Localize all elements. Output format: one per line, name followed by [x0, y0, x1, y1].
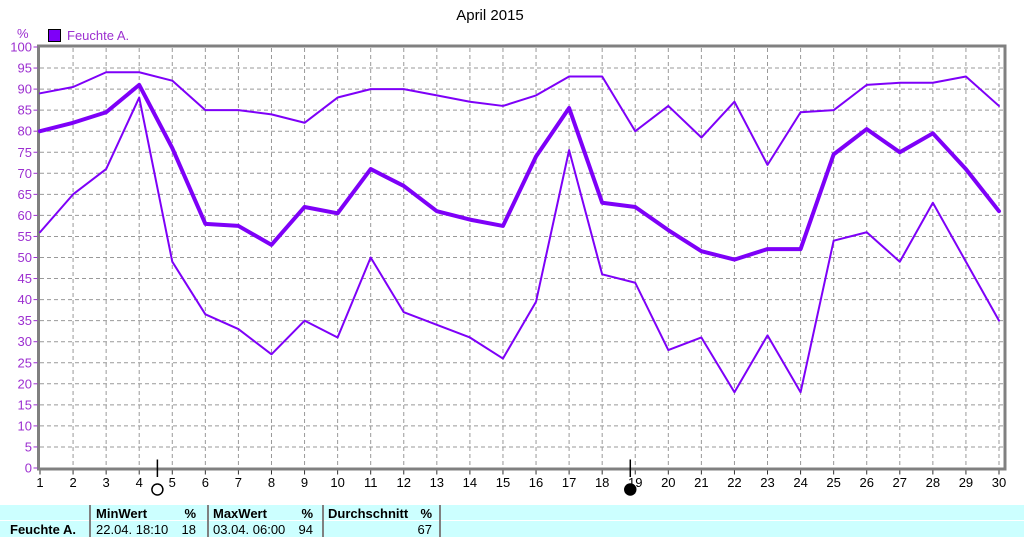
x-tick-label: 28 — [926, 475, 940, 490]
min-value: 18 — [181, 522, 196, 537]
x-tick-label: 20 — [661, 475, 675, 490]
x-tick-label: 23 — [760, 475, 774, 490]
legend-color-swatch — [48, 29, 61, 42]
table-divider — [439, 505, 441, 537]
x-tick-label: 8 — [268, 475, 275, 490]
x-tick-label: 26 — [859, 475, 873, 490]
y-tick-label: 40 — [18, 292, 32, 307]
y-tick-label: 30 — [18, 334, 32, 349]
y-tick-label: 70 — [18, 166, 32, 181]
x-tick-label: 25 — [826, 475, 840, 490]
y-axis-unit-label: % — [17, 26, 29, 41]
x-tick-label: 29 — [959, 475, 973, 490]
table-divider — [207, 505, 209, 537]
x-tick-label: 2 — [69, 475, 76, 490]
x-tick-label: 15 — [496, 475, 510, 490]
min-col-header: MinWert — [96, 506, 148, 521]
y-tick-label: 10 — [18, 418, 32, 433]
y-tick-label: 50 — [18, 250, 32, 265]
table-row-label: Feuchte A. — [10, 522, 76, 537]
x-tick-label: 30 — [992, 475, 1006, 490]
y-tick-label: 20 — [18, 376, 32, 391]
y-tick-label: 65 — [18, 187, 32, 202]
table-divider — [89, 505, 91, 537]
y-tick-label: 55 — [18, 229, 32, 244]
x-tick-label: 21 — [694, 475, 708, 490]
x-tick-label: 5 — [169, 475, 176, 490]
y-tick-label: 95 — [18, 61, 32, 76]
y-tick-label: 90 — [18, 82, 32, 97]
y-tick-label: 60 — [18, 208, 32, 223]
x-tick-label: 9 — [301, 475, 308, 490]
x-tick-label: 3 — [103, 475, 110, 490]
y-tick-label: 0 — [25, 461, 32, 476]
chart-title: April 2015 — [456, 7, 524, 24]
y-tick-label: 100 — [10, 40, 32, 55]
avg-col-header: Durchschnitt — [328, 506, 409, 521]
x-tick-label: 7 — [235, 475, 242, 490]
max-datetime: 03.04. 06:00 — [213, 522, 286, 537]
y-tick-label: 25 — [18, 355, 32, 370]
x-tick-label: 18 — [595, 475, 609, 490]
avg-value: 67 — [417, 522, 432, 537]
min-datetime: 22.04. 18:10 — [96, 522, 169, 537]
max-col-header: MaxWert — [213, 506, 267, 521]
x-tick-label: 4 — [136, 475, 143, 490]
y-tick-label: 80 — [18, 124, 32, 139]
x-tick-label: 22 — [727, 475, 741, 490]
table-row-separator — [0, 520, 1024, 521]
y-tick-label: 15 — [18, 397, 32, 412]
y-tick-label: 35 — [18, 313, 32, 328]
humidity-chart: 0510152025303540455055606570758085909510… — [10, 40, 1007, 496]
y-tick-label: 75 — [18, 145, 32, 160]
min-col-unit: % — [184, 506, 196, 521]
legend: Feuchte A. — [48, 28, 129, 43]
legend-label: Feuchte A. — [67, 28, 130, 43]
y-tick-label: 5 — [25, 439, 32, 454]
x-tick-label: 14 — [463, 475, 477, 490]
x-tick-label: 27 — [893, 475, 907, 490]
avg-col-unit: % — [420, 506, 432, 521]
y-tick-label: 45 — [18, 271, 32, 286]
series-min-line — [39, 96, 1000, 394]
x-tick-label: 24 — [793, 475, 807, 490]
full-moon-icon — [151, 483, 164, 496]
x-tick-label: 13 — [430, 475, 444, 490]
new-moon-icon — [624, 483, 637, 496]
x-tick-label: 11 — [364, 475, 378, 490]
summary-table: Feuchte A. MinWert % 22.04. 18:10 18 Max… — [0, 503, 1024, 537]
x-tick-label: 16 — [529, 475, 543, 490]
x-tick-label: 10 — [330, 475, 344, 490]
y-tick-label: 85 — [18, 103, 32, 118]
x-tick-label: 1 — [36, 475, 43, 490]
series-feuchte-a-average-line — [38, 82, 1001, 262]
max-value: 94 — [298, 522, 313, 537]
x-tick-label: 12 — [397, 475, 411, 490]
x-tick-label: 17 — [562, 475, 576, 490]
table-divider — [322, 505, 324, 537]
max-col-unit: % — [301, 506, 313, 521]
series-max-line — [39, 71, 1000, 166]
x-tick-label: 6 — [202, 475, 209, 490]
